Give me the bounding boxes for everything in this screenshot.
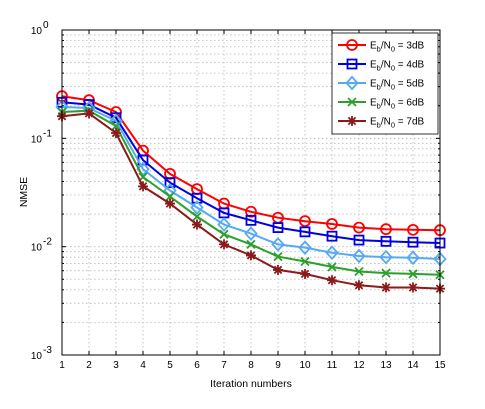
series-5 [57,108,445,294]
circle-marker [380,223,392,236]
x-tick-label: 15 [434,360,446,371]
x-tick-label: 12 [353,360,365,371]
legend-item-3: Eb/N0 = 5dB [338,75,425,92]
diamond-marker [406,250,420,266]
x-axis-label: Iteration numbers [210,378,292,390]
circle-marker [407,223,419,236]
legend-item-1: Eb/N0 = 3dB [338,39,425,54]
square-marker [407,236,419,248]
square-marker [346,58,358,70]
x-marker [273,251,283,262]
legend-label: Eb/N0 = 7dB [370,117,425,130]
x-tick-label: 5 [167,360,173,371]
x-marker [192,211,202,222]
diamond-marker [325,245,339,261]
x-tick-label: 9 [275,360,281,371]
star-marker [327,275,337,286]
circle-marker [353,221,365,234]
square-marker [272,222,284,233]
circle-marker [326,218,338,230]
diamond-marker [190,200,204,215]
star-marker [138,181,148,192]
legend-label: Eb/N0 = 5dB [370,79,425,92]
legend-label: Eb/N0 = 6dB [370,98,425,111]
star-marker [165,198,175,209]
x-tick-label: 3 [113,360,119,371]
diamond-marker [217,217,231,232]
x-marker [219,229,229,239]
x-tick-label: 1 [59,360,65,371]
circle-marker [245,205,257,218]
star-marker [84,108,94,119]
legend-label: Eb/N0 = 4dB [370,60,425,73]
x-tick-label: 6 [194,360,200,371]
y-tick-label: 10 [31,351,43,362]
square-marker [164,177,176,189]
star-marker [111,128,121,139]
series-line [61,105,441,260]
square-marker [380,235,392,247]
x-marker [246,239,256,250]
x-marker [408,269,418,279]
plot-frame [61,29,441,356]
series-line [61,95,441,232]
x-tick-label: 11 [327,360,338,371]
x-marker [300,256,310,267]
star-marker [219,239,229,250]
diamond-marker [244,226,258,241]
x-tick-label: 2 [86,360,92,371]
x-marker [354,266,364,277]
star-marker [354,280,364,291]
legend-label: Eb/N0 = 3dB [370,41,425,54]
y-tick-exponent: 0 [43,20,49,31]
y-tick-label: 10 [31,134,43,145]
x-marker [165,191,175,202]
x-tick-label: 13 [380,360,392,371]
star-marker [347,116,357,126]
diamond-marker [379,249,393,265]
x-marker [111,121,121,131]
x-marker [381,268,391,278]
circle-marker [299,215,311,228]
legend-item-2: Eb/N0 = 4dB [338,58,425,73]
x-tick-label: 10 [299,360,311,371]
x-tick-label: 8 [248,360,254,371]
legend-item-5: Eb/N0 = 7dB [338,116,425,130]
star-marker [381,282,391,293]
legend-item-4: Eb/N0 = 6dB [338,97,425,111]
star-marker [408,282,418,293]
square-marker [245,214,257,226]
diamond-marker [271,237,285,252]
legend: Eb/N0 = 3dB Eb/N0 = 4dB Eb/N0 = 5dB Eb/N0 =… [331,32,439,135]
y-axis-label: NMSE [18,177,30,207]
diamond-marker [352,248,366,264]
star-marker [246,250,256,261]
series-line [61,101,441,244]
star-marker [300,268,310,279]
circle-marker [346,39,358,51]
diamond-marker [298,240,312,255]
diamond-marker [345,75,359,91]
y-tick-label: 10 [31,26,43,37]
star-marker [192,219,202,230]
y-tick-exponent: -2 [43,237,52,248]
x-tick-label: 7 [221,360,227,371]
y-tick-exponent: -1 [43,128,52,139]
x-tick-label: 14 [407,360,419,371]
x-marker [347,97,357,107]
square-marker [326,230,338,242]
x-marker [327,262,337,272]
x-tick-label: 4 [140,360,146,371]
series-3 [55,99,447,267]
square-marker [299,226,311,238]
y-tick-label: 10 [31,243,43,254]
square-marker [353,234,365,246]
star-marker [273,264,283,275]
y-tick-exponent: -3 [43,345,52,356]
series-4 [57,106,445,280]
